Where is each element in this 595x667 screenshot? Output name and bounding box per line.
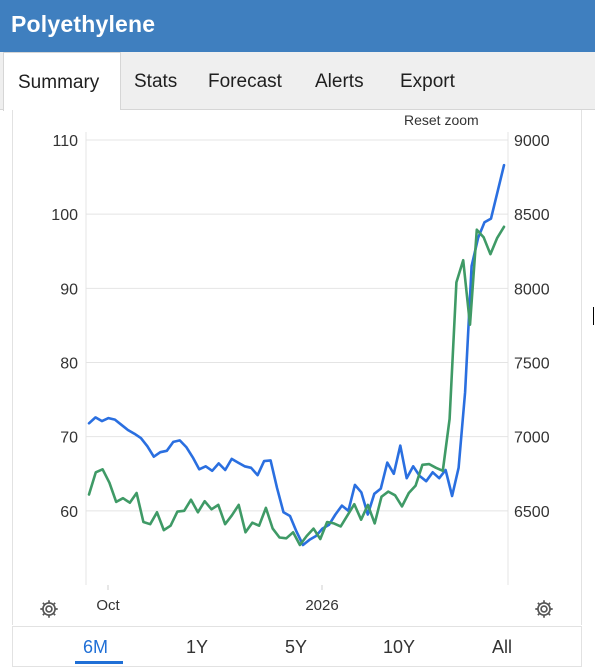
app-header: Polyethylene [0,0,595,52]
y-left-tick-label: 100 [51,207,78,224]
y-left-tick-label: 60 [60,504,78,521]
tab-alerts[interactable]: Alerts [315,71,364,92]
range-1y[interactable]: 1Y [186,637,209,657]
range-10y[interactable]: 10Y [383,637,416,657]
range-5y[interactable]: 5Y [285,637,308,657]
chart-series [87,163,506,547]
y-right-tick-label: 9000 [514,133,550,150]
tab-bar: Summary Stats Forecast Alerts Export [0,52,595,111]
y-left-tick-label: 80 [60,356,78,373]
y-left-tick-label: 70 [60,430,78,447]
range-active-indicator [75,661,123,664]
y-left-tick-label: 90 [60,281,78,298]
tab-forecast[interactable]: Forecast [208,71,282,92]
chart-axes: 60 70 80 90 100 110 6500 7000 7500 8000 8500 9000 Oc… [51,133,549,614]
x-tick-label: 2026 [305,597,338,614]
tab-stats[interactable]: Stats [134,71,178,92]
y-left-tick-label: 110 [52,133,78,150]
page-title: Polyethylene [11,11,156,37]
edge-mark [593,307,594,325]
range-all[interactable]: All [492,637,513,657]
y-right-tick-label: 8500 [514,207,550,224]
gear-icon[interactable] [533,598,555,620]
tab-summary[interactable]: Summary [3,52,121,111]
x-tick-label: Oct [96,597,120,614]
y-right-tick-label: 6500 [514,504,550,521]
y-right-tick-label: 8000 [514,281,550,298]
range-selector: 6M 1Y 5Y 10Y All [12,626,582,667]
y-right-tick-label: 7500 [514,356,550,373]
series-line-green [87,225,506,547]
gear-icon[interactable] [38,598,60,620]
series-line-blue [87,163,506,547]
tab-export[interactable]: Export [400,71,455,92]
range-6m[interactable]: 6M [83,637,109,657]
reset-zoom-button[interactable]: Reset zoom [404,112,479,128]
y-right-tick-label: 7000 [514,430,550,447]
chart-grid [85,132,509,585]
price-chart[interactable]: 60 70 80 90 100 110 6500 7000 7500 8000 8500 9000 Oc… [0,110,595,626]
